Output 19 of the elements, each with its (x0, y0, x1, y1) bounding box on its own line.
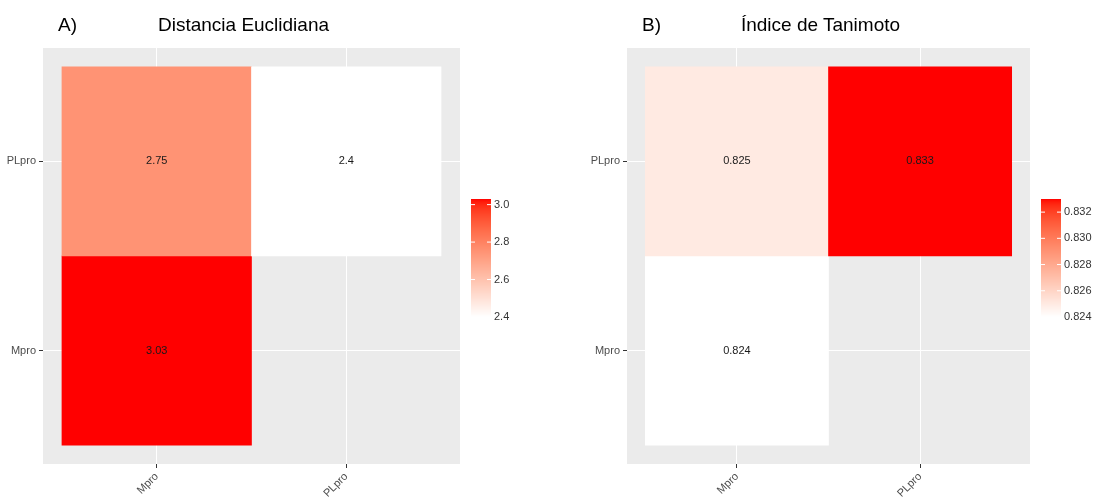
text: A) (58, 14, 77, 36)
data-label: 0.824 (723, 343, 751, 356)
data-label: 2.75 (146, 154, 168, 167)
color-bar-label: 0.830 (1064, 231, 1092, 244)
data-label: 3.03 (146, 343, 168, 356)
color-bar-label: 3.0 (494, 197, 510, 210)
color-bar-label: 0.828 (1064, 257, 1092, 270)
text: B) (642, 14, 661, 36)
color-bar-label: 0.824 (1064, 310, 1092, 323)
data-label: 0.825 (723, 154, 751, 167)
color-bar-label: 2.4 (494, 310, 510, 323)
chart-title: Distancia Euclidiana (157, 14, 330, 36)
data-label: 0.833 (906, 154, 934, 167)
chart-title: Índice de Tanimoto (740, 14, 901, 36)
color-bar-label: 2.8 (494, 235, 510, 248)
color-bar-label: 0.832 (1064, 205, 1092, 218)
color-bar-label: 0.826 (1064, 283, 1092, 296)
color-bar-label: 2.6 (494, 272, 510, 285)
data-label: 2.4 (338, 154, 354, 167)
